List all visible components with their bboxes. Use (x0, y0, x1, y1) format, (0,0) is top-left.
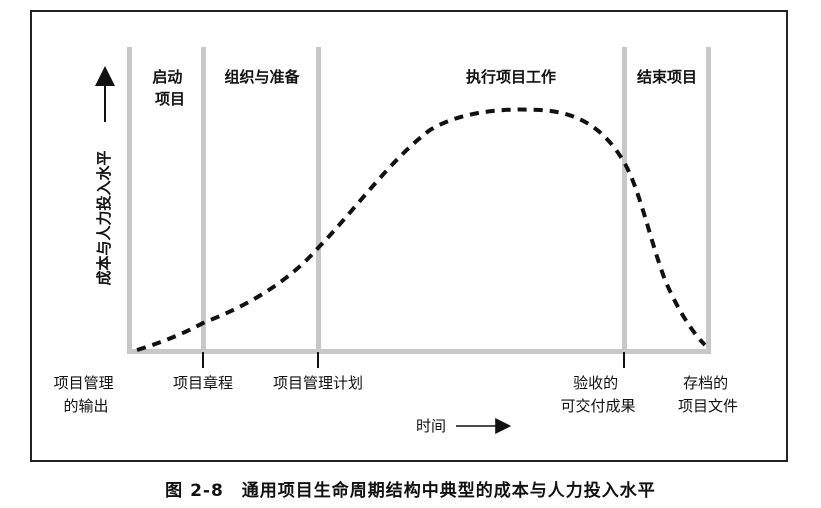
milestone-label-accepted-deliverables: 验收的 可交付成果 (560, 374, 635, 415)
phase-label-close: 结束项目 (637, 68, 697, 86)
phase-label-organize: 组织与准备 (224, 68, 300, 86)
phase-divider-left (127, 47, 132, 353)
phase-divider-1 (201, 47, 206, 353)
milestone-label-pm-outputs: 项目管理 的输出 (54, 374, 119, 415)
phase-label-execute: 执行项目工作 (466, 68, 556, 86)
phase-divider-3 (622, 47, 627, 353)
phase-label-initiate: 启动 项目 (152, 68, 187, 108)
phase-divider-right (706, 47, 711, 353)
milestone-label-pm-plan: 项目管理计划 (273, 374, 363, 392)
figure-caption: 图 2-8 通用项目生命周期结构中典型的成本与人力投入水平 (165, 481, 656, 501)
milestone-label-archived-docs: 存档的 项目文件 (678, 374, 738, 415)
time-axis-band (127, 349, 711, 354)
phase-divider-2 (316, 47, 321, 353)
project-lifecycle-diagram: 启动 项目 组织与准备 执行项目工作 结束项目 成本与人力投入水平 项目管理 的… (54, 47, 738, 435)
y-axis-label: 成本与人力投入水平 (95, 150, 113, 285)
figure-frame (30, 10, 788, 462)
cost-curve (136, 107, 707, 352)
milestone-label-charter: 项目章程 (173, 374, 233, 392)
time-label: 时间 (416, 417, 446, 435)
